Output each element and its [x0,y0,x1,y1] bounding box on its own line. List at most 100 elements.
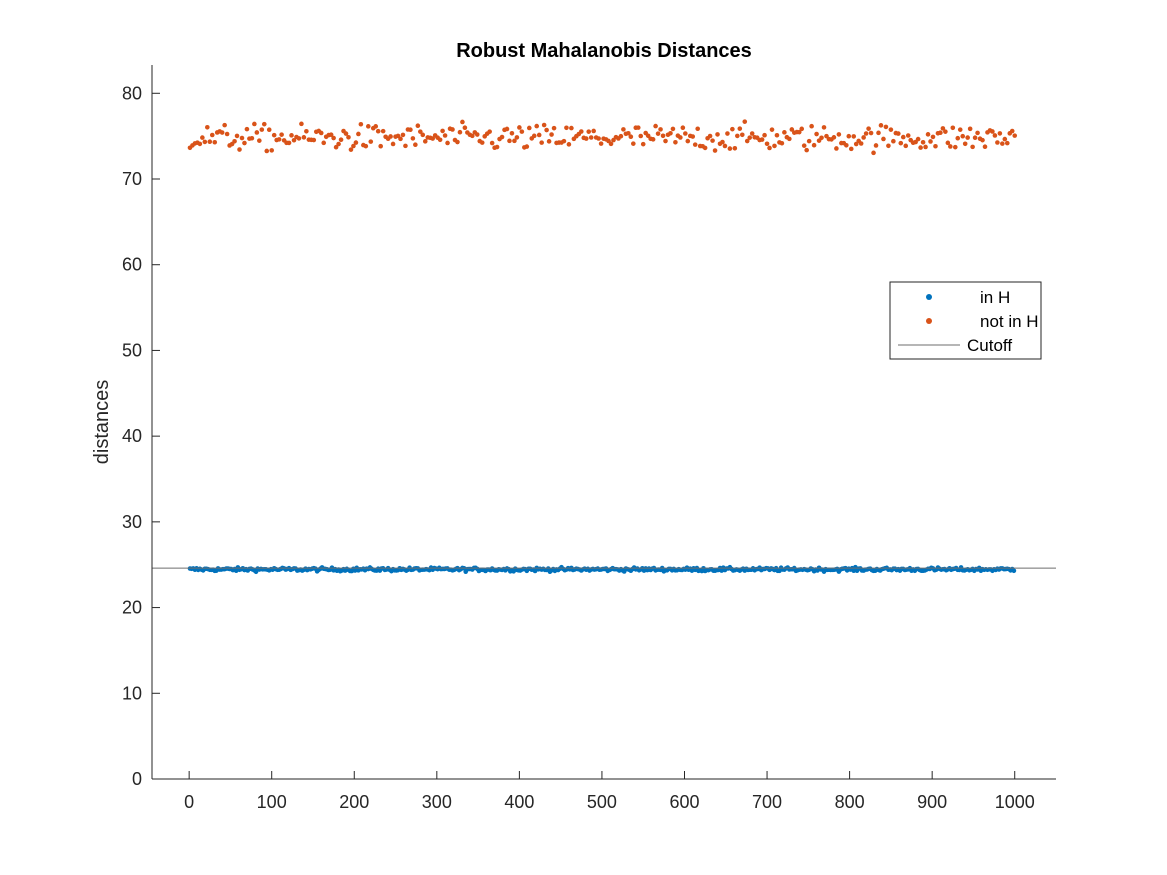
y-tick-label: 10 [122,683,142,703]
point-not-in-h [730,126,735,132]
point-not-in-h [569,125,574,131]
point-not-in-h [519,129,525,134]
point-not-in-h [940,126,946,131]
point-not-in-h [252,121,257,127]
point-not-in-h [420,132,426,138]
point-not-in-h [873,143,879,148]
point-not-in-h [881,136,886,142]
point-not-in-h [670,126,676,132]
point-not-in-h [536,132,542,138]
point-not-in-h [514,135,520,140]
point-not-in-h [749,131,755,136]
point-not-in-h [628,134,634,140]
x-tick-label: 800 [835,792,865,812]
point-not-in-h [437,137,443,143]
legend-label-not-in-h: not in H [980,312,1039,331]
point-not-in-h [410,136,416,141]
point-not-in-h [658,127,663,132]
legend-label-cutoff: Cutoff [967,336,1012,355]
point-not-in-h [237,147,242,152]
x-tick-label: 1000 [995,792,1035,812]
point-not-in-h [722,143,728,149]
point-not-in-h [967,126,973,132]
point-not-in-h [608,141,614,147]
point-not-in-h [494,144,500,150]
point-not-in-h [422,139,428,144]
point-not-in-h [995,140,1000,145]
point-not-in-h [254,130,260,135]
point-not-in-h [413,142,418,148]
legend-label-in-h: in H [980,288,1010,307]
point-not-in-h [338,137,344,143]
point-not-in-h [346,135,351,140]
point-not-in-h [242,140,247,146]
point-not-in-h [1004,140,1010,146]
point-not-in-h [418,129,423,134]
point-not-in-h [715,132,720,137]
point-not-in-h [388,134,393,139]
point-not-in-h [591,128,596,134]
point-not-in-h [499,134,505,140]
point-not-in-h [725,131,730,136]
point-not-in-h [318,130,324,136]
point-not-in-h [457,129,463,135]
point-not-in-h [311,137,317,143]
point-not-in-h [289,133,294,138]
point-not-in-h [504,126,510,132]
point-not-in-h [858,141,864,146]
point-not-in-h [759,137,765,142]
point-not-in-h [710,138,715,143]
point-not-in-h [898,140,904,146]
point-not-in-h [787,136,792,142]
point-not-in-h [779,140,785,146]
point-not-in-h [219,130,225,135]
point-not-in-h [249,135,255,141]
point-not-in-h [358,121,364,127]
y-tick-label: 80 [122,83,142,103]
point-not-in-h [930,134,936,140]
point-not-in-h [551,125,557,131]
point-not-in-h [933,143,938,149]
point-not-in-h [992,133,998,138]
point-not-in-h [296,136,302,141]
point-not-in-h [474,132,480,137]
point-not-in-h [440,128,445,134]
point-not-in-h [836,132,842,137]
point-not-in-h [871,150,876,156]
point-not-in-h [566,142,572,147]
legend-marker-in-h [926,294,932,300]
point-not-in-h [774,132,780,138]
point-not-in-h [950,125,956,131]
point-not-in-h [727,146,733,151]
point-not-in-h [546,139,552,144]
point-not-in-h [801,143,807,148]
point-not-in-h [645,133,651,139]
x-tick-label: 500 [587,792,617,812]
point-not-in-h [809,123,814,129]
x-tick-label: 300 [422,792,452,812]
point-not-in-h [261,121,267,127]
point-not-in-h [596,136,601,141]
point-not-in-h [720,139,725,145]
point-not-in-h [948,144,953,149]
point-not-in-h [970,144,975,150]
point-not-in-h [811,142,817,148]
point-not-in-h [962,141,968,147]
point-not-in-h [586,129,592,134]
point-not-in-h [257,138,262,143]
point-not-in-h [928,139,933,144]
point-not-in-h [234,133,240,139]
point-not-in-h [915,136,921,142]
point-not-in-h [462,125,468,131]
point-not-in-h [640,141,646,147]
point-not-in-h [834,146,839,151]
point-not-in-h [690,134,696,139]
point-not-in-h [747,135,753,140]
point-not-in-h [831,135,837,140]
point-not-in-h [685,138,691,144]
point-not-in-h [878,123,884,128]
point-not-in-h [695,126,701,132]
point-not-in-h [742,119,748,124]
point-not-in-h [683,131,688,136]
point-not-in-h [844,143,849,148]
